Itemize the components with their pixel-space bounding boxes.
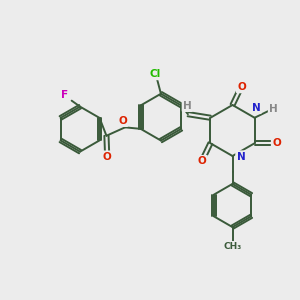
Text: Cl: Cl: [149, 69, 161, 79]
Text: H: H: [183, 101, 192, 111]
Text: F: F: [61, 90, 69, 100]
Text: O: O: [272, 138, 281, 148]
Text: H: H: [269, 104, 278, 114]
Text: O: O: [103, 152, 111, 162]
Text: O: O: [237, 82, 246, 92]
Text: O: O: [118, 116, 127, 126]
Text: N: N: [252, 103, 260, 113]
Text: CH₃: CH₃: [224, 242, 242, 251]
Text: N: N: [236, 152, 245, 162]
Text: O: O: [198, 156, 207, 166]
